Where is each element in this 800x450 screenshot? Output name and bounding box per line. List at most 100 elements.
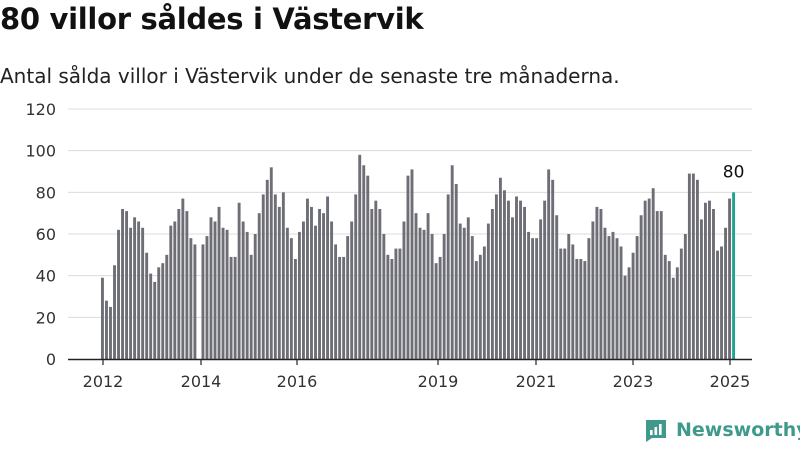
page-subtitle: Antal sålda villor i Västervik under de …: [0, 64, 620, 88]
bar: [474, 261, 478, 359]
bar: [515, 196, 518, 359]
bar: [121, 209, 124, 359]
bar: [334, 244, 338, 359]
bar: [695, 179, 699, 359]
bar: [145, 252, 149, 359]
bar: [599, 209, 603, 359]
bar: [571, 244, 575, 359]
bar: [667, 261, 671, 359]
x-tick-label-2012: 2012: [83, 372, 124, 391]
brand-name: Newsworthy: [676, 419, 800, 441]
bar: [611, 231, 615, 359]
bar: [486, 223, 490, 359]
bar: [330, 221, 334, 359]
bar: [575, 259, 579, 359]
y-tick-label-120: 120: [25, 100, 56, 119]
bar: [595, 206, 599, 359]
bar: [659, 211, 663, 359]
bar: [583, 261, 587, 359]
bar: [398, 248, 402, 359]
bar: [265, 179, 269, 359]
bar: [302, 221, 305, 359]
bar: [615, 238, 619, 359]
bar: [314, 225, 317, 359]
bar: [217, 206, 221, 359]
bar: [105, 300, 108, 359]
bar: [189, 238, 193, 359]
bar: [623, 275, 627, 359]
bar: [511, 217, 514, 359]
bar: [619, 246, 623, 359]
bar: [647, 198, 651, 359]
bar: [249, 254, 253, 359]
bar: [687, 173, 691, 359]
bar: [346, 236, 350, 359]
bar: [708, 200, 711, 359]
bar: [117, 229, 120, 359]
bar: [157, 267, 161, 359]
bar: [318, 209, 321, 359]
bar: [563, 248, 567, 359]
bar: [466, 217, 470, 359]
bar: [724, 227, 727, 359]
bar: [535, 238, 539, 359]
bar-highlight: [732, 192, 736, 359]
bar: [225, 229, 229, 359]
bar: [671, 277, 675, 359]
bar: [716, 250, 719, 359]
bar: [543, 200, 547, 359]
bar: [704, 202, 707, 359]
bar: [567, 234, 571, 359]
bar: [185, 211, 189, 359]
bar: [438, 256, 442, 359]
bar: [547, 169, 551, 359]
x-tick-label-2016: 2016: [277, 372, 318, 391]
page-title: 80 villor såldes i Västervik: [0, 2, 424, 36]
bar: [410, 169, 414, 359]
bar: [129, 227, 133, 359]
bar: [470, 236, 474, 359]
bar: [149, 273, 153, 359]
bar: [507, 200, 510, 359]
bar: [406, 175, 410, 359]
y-tick-label-60: 60: [36, 225, 56, 244]
bar: [354, 194, 358, 359]
bar: [205, 236, 209, 359]
y-tick-label-40: 40: [36, 267, 56, 286]
bar: [635, 236, 639, 359]
bar: [490, 209, 494, 359]
bar: [237, 202, 241, 359]
bar: [699, 219, 703, 359]
bar: [728, 198, 732, 359]
bar: [587, 238, 591, 359]
bar: [245, 231, 249, 359]
y-tick-label-20: 20: [36, 308, 56, 327]
bar: [607, 236, 611, 359]
bar: [712, 209, 715, 359]
bar: [370, 209, 374, 359]
bar: [651, 188, 655, 359]
bar: [498, 177, 502, 359]
bar: [137, 221, 141, 359]
bar: [663, 254, 667, 359]
bar: [559, 248, 563, 359]
bar: [269, 167, 273, 359]
bar: [462, 227, 466, 359]
bar: [289, 238, 293, 359]
bar: [374, 200, 378, 359]
bar: [655, 211, 659, 359]
bar: [177, 209, 181, 359]
bar: [603, 227, 607, 359]
bar: [458, 223, 462, 359]
bar: [503, 190, 506, 359]
x-tick-label-2021: 2021: [516, 372, 557, 391]
bar: [161, 263, 165, 359]
bar: [414, 213, 418, 359]
bar: [358, 154, 362, 359]
bar: [261, 194, 265, 359]
bar: [253, 234, 257, 359]
bar: [683, 234, 687, 359]
bar: [378, 209, 382, 359]
bar: [627, 267, 631, 359]
bar: [113, 265, 116, 359]
